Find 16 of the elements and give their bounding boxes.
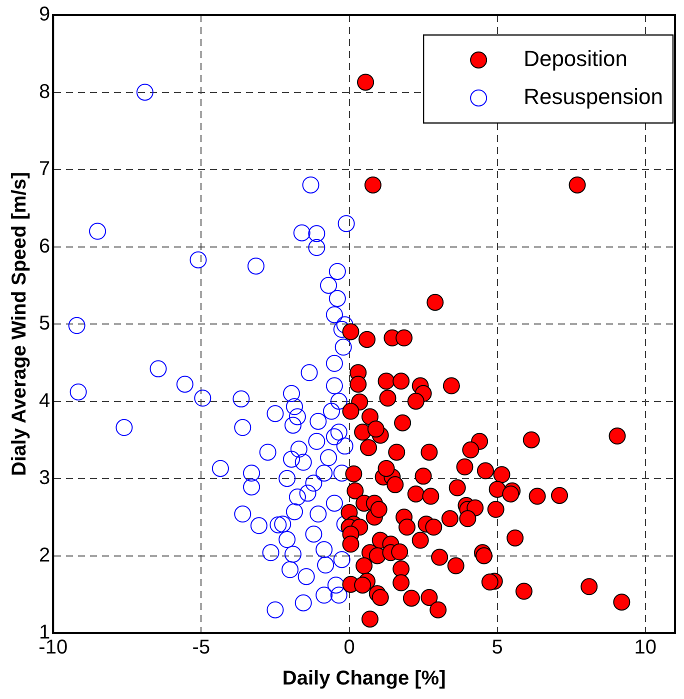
y-tick-label: 5 <box>39 312 50 335</box>
x-axis-title: Daily Change [%] <box>282 668 446 690</box>
x-tick-label: -5 <box>192 636 210 659</box>
legend-label: Deposition <box>524 46 628 72</box>
legend-label: Resuspension <box>524 84 664 110</box>
x-tick-label: 5 <box>492 636 503 659</box>
y-axis-title: Dialy Average Wind Speed [m/s] <box>8 172 31 476</box>
x-tick-label: 10 <box>634 636 657 659</box>
y-tick-label: 2 <box>39 544 50 566</box>
y-tick-label: 8 <box>39 80 50 103</box>
y-tick-label: 6 <box>39 235 50 258</box>
y-tick-label: 9 <box>39 4 50 26</box>
x-tick-label: 0 <box>344 636 355 659</box>
y-tick-label: 4 <box>39 390 50 412</box>
y-tick-label: 7 <box>39 158 50 180</box>
y-tick-label: 3 <box>39 467 50 490</box>
